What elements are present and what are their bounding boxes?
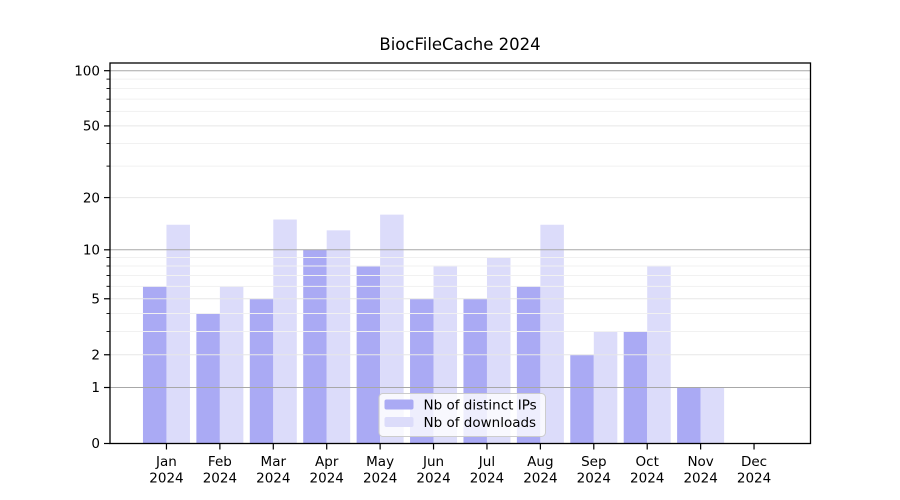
x-tick-label: 2024	[737, 471, 771, 487]
bar	[219, 286, 244, 444]
x-tick-label: Oct	[636, 454, 659, 470]
x-tick-label: 2024	[256, 471, 290, 487]
y-tick-label: 1	[91, 380, 100, 396]
x-tick-label: Sep	[581, 454, 606, 470]
x-tick-label: May	[366, 454, 394, 470]
x-tick-label: Feb	[208, 454, 232, 470]
x-tick-label: Apr	[315, 454, 339, 470]
x-tick-label: Jul	[478, 454, 495, 470]
x-tick-label: Nov	[687, 454, 713, 470]
chart-title: BiocFileCache 2024	[379, 35, 540, 54]
bar	[142, 286, 167, 444]
x-tick-label: 2024	[630, 471, 664, 487]
legend	[378, 393, 546, 437]
bar	[249, 298, 274, 444]
x-tick-label: 2024	[523, 471, 557, 487]
bar	[326, 230, 351, 444]
bar	[570, 354, 594, 444]
legend-label: Nb of distinct IPs	[424, 398, 537, 414]
x-tick-label: Jun	[422, 454, 444, 470]
y-tick-label: 20	[83, 190, 100, 206]
y-tick-label: 10	[83, 243, 100, 259]
y-tick-label: 5	[91, 291, 100, 307]
x-tick-label: Jan	[155, 454, 177, 470]
bar	[700, 387, 725, 444]
x-tick-label: Aug	[527, 454, 553, 470]
x-tick-label: 2024	[416, 471, 450, 487]
x-tick-label: 2024	[363, 471, 397, 487]
x-tick-label: Mar	[261, 454, 287, 470]
bar	[196, 313, 220, 444]
x-tick-label: 2024	[470, 471, 504, 487]
x-tick-label: 2024	[683, 471, 717, 487]
y-tick-label: 0	[91, 436, 100, 452]
plot-border	[109, 62, 812, 445]
y-tick-label: 2	[91, 347, 100, 363]
x-tick-label: 2024	[203, 471, 237, 487]
bar	[303, 249, 327, 444]
x-tick-label: 2024	[310, 471, 344, 487]
bar	[166, 224, 190, 444]
bar	[380, 214, 404, 444]
y-tick-label: 100	[74, 63, 100, 79]
legend-swatch	[384, 399, 414, 410]
legend-swatch	[384, 417, 414, 427]
x-tick-label: 2024	[577, 471, 611, 487]
bar	[540, 224, 564, 444]
x-tick-label: Dec	[741, 454, 767, 470]
x-tick-label: 2024	[149, 471, 183, 487]
legend-label: Nb of downloads	[424, 415, 537, 431]
bar	[677, 387, 701, 444]
y-tick-label: 50	[83, 119, 100, 135]
